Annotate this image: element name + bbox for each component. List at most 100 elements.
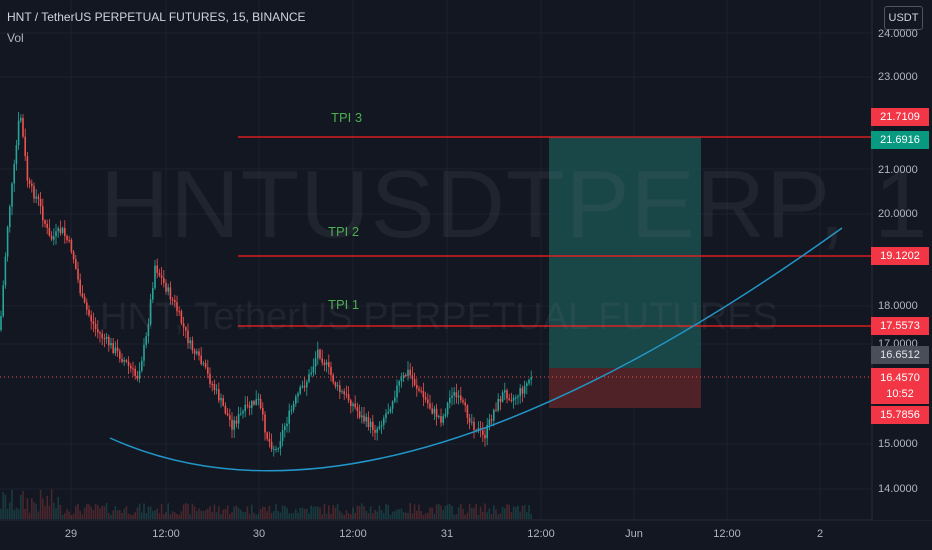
- tpi-2-label[interactable]: TPI 2: [328, 224, 360, 239]
- volume-bar: [299, 507, 301, 519]
- volume-label[interactable]: Vol: [7, 31, 24, 45]
- candle-body: [147, 324, 150, 337]
- volume-bar: [321, 514, 323, 519]
- volume-bar: [497, 514, 499, 519]
- tpi-3-label[interactable]: TPI 3: [331, 110, 363, 125]
- candle-body: [22, 117, 24, 137]
- candle-body: [248, 405, 251, 408]
- volume-bar: [517, 505, 519, 519]
- candle-body: [149, 299, 152, 325]
- volume-bar: [185, 503, 187, 519]
- candle-body: [490, 419, 493, 421]
- candle-body: [4, 256, 7, 286]
- time-tick: 30: [252, 528, 266, 540]
- volume-bar: [444, 505, 447, 519]
- candle-body: [473, 421, 475, 430]
- volume-bar: [521, 505, 524, 519]
- volume-bar: [367, 513, 370, 519]
- candle-body: [387, 411, 389, 414]
- candle-body: [363, 415, 365, 422]
- volume-bar: [220, 514, 222, 519]
- candle-body: [369, 421, 372, 428]
- volume-bar: [279, 512, 282, 519]
- candle-body: [174, 300, 176, 303]
- candle-body: [226, 413, 229, 416]
- symbol-title[interactable]: HNT / TetherUS PERPETUAL FUTURES, 15, BI…: [7, 10, 306, 24]
- candle-body: [178, 311, 180, 313]
- candle-body: [385, 413, 387, 419]
- candle-body: [218, 389, 220, 401]
- candle-body: [66, 235, 68, 240]
- volume-bar: [387, 505, 389, 519]
- volume-bar: [446, 504, 449, 519]
- candle-body: [328, 362, 330, 368]
- candle-body: [259, 398, 262, 408]
- volume-bar: [103, 506, 106, 519]
- volume-bar: [149, 506, 152, 519]
- candle-body: [257, 398, 260, 400]
- tpi-1-label[interactable]: TPI 1: [328, 297, 360, 312]
- candle-body: [132, 368, 134, 370]
- volume-bar: [345, 510, 348, 519]
- price-tick: 24.0000: [878, 28, 918, 40]
- volume-bar: [339, 510, 341, 519]
- volume-bar: [328, 505, 330, 519]
- time-tick: Jun: [625, 528, 643, 540]
- volume-bar: [222, 509, 224, 519]
- candle-body: [350, 400, 352, 406]
- candle-body: [433, 408, 436, 414]
- candle-body: [229, 415, 231, 420]
- volume-bar: [178, 514, 180, 519]
- price-tick: 15.0000: [878, 438, 918, 450]
- candle-body: [510, 399, 513, 401]
- loss-zone: [549, 368, 701, 408]
- volume-bar: [284, 505, 286, 519]
- candle-body: [508, 398, 510, 400]
- volume-bar: [506, 504, 508, 519]
- candle-body: [378, 426, 381, 429]
- candle-body: [2, 285, 4, 317]
- candle-body: [409, 369, 411, 376]
- candle-body: [167, 287, 169, 292]
- candle-body: [352, 403, 354, 406]
- volume-bar: [94, 504, 97, 519]
- price-tick: 23.0000: [878, 71, 918, 83]
- volume-bar: [26, 498, 29, 519]
- candle-body: [31, 183, 33, 187]
- candle-body: [330, 367, 332, 376]
- candle-body: [193, 350, 196, 354]
- volume-bar: [303, 508, 306, 519]
- candle-body: [449, 397, 451, 403]
- volume-bar: [112, 510, 114, 519]
- stop-price-tag: 15.7856: [871, 406, 929, 424]
- volume-bar: [171, 511, 174, 519]
- candle-body: [457, 395, 460, 398]
- candle-body: [127, 361, 130, 366]
- candle-body: [222, 398, 224, 406]
- candle-body: [504, 390, 506, 393]
- candle-body: [160, 275, 163, 278]
- volume-bar: [72, 513, 75, 519]
- candle-body: [125, 360, 128, 362]
- time-axis-bg: [0, 521, 932, 550]
- volume-bar: [13, 510, 15, 519]
- volume-bar: [211, 511, 213, 519]
- volume-bar: [268, 505, 271, 519]
- candle-body: [99, 332, 101, 334]
- volume-bar: [75, 505, 77, 519]
- volume-bar: [229, 513, 231, 519]
- volume-bar: [499, 513, 502, 519]
- volume-bar: [407, 512, 409, 519]
- candle-body: [169, 287, 172, 300]
- volume-bar: [363, 505, 365, 519]
- candle-body: [372, 421, 374, 430]
- time-tick: 12:00: [713, 528, 741, 540]
- candle-body: [391, 401, 394, 409]
- tpi-2-price-tag: 19.1202: [871, 247, 929, 265]
- volume-bar: [0, 508, 2, 519]
- volume-bar: [453, 514, 455, 519]
- volume-bar: [488, 508, 491, 519]
- currency-button[interactable]: USDT: [884, 6, 923, 30]
- candle-body: [191, 340, 194, 351]
